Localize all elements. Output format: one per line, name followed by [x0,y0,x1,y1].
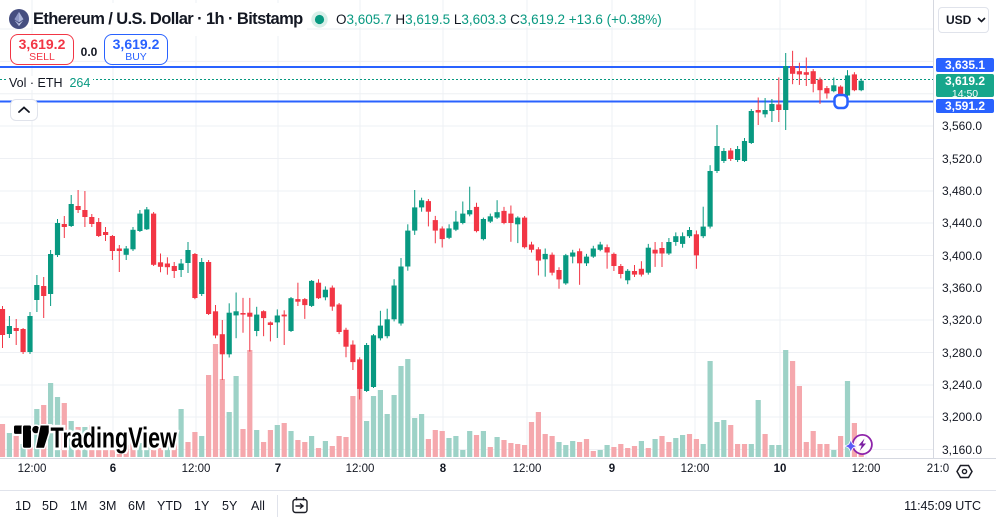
svg-text:TradingView: TradingView [51,423,178,454]
